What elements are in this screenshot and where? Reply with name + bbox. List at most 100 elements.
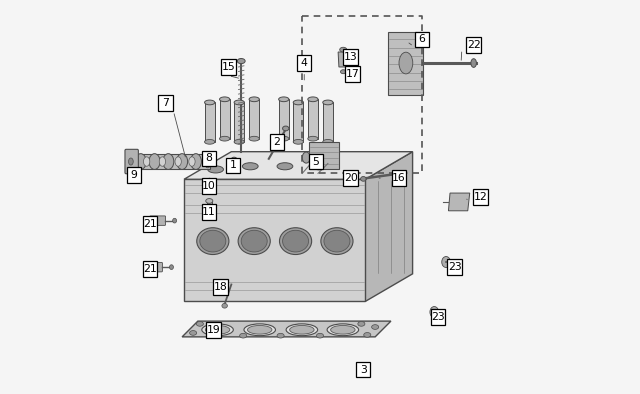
- Ellipse shape: [324, 230, 350, 252]
- Ellipse shape: [205, 325, 230, 334]
- Text: 11: 11: [202, 207, 216, 217]
- FancyBboxPatch shape: [202, 178, 216, 194]
- Polygon shape: [220, 99, 230, 139]
- Ellipse shape: [196, 228, 229, 255]
- Polygon shape: [388, 32, 423, 95]
- Ellipse shape: [308, 97, 318, 102]
- Ellipse shape: [293, 139, 303, 144]
- FancyBboxPatch shape: [344, 170, 358, 186]
- Ellipse shape: [316, 333, 324, 338]
- Ellipse shape: [234, 100, 244, 105]
- Text: 17: 17: [346, 69, 359, 79]
- Text: 9: 9: [131, 170, 138, 180]
- FancyBboxPatch shape: [344, 49, 358, 65]
- Ellipse shape: [360, 177, 366, 181]
- Ellipse shape: [278, 97, 289, 102]
- Text: 22: 22: [467, 40, 481, 50]
- Ellipse shape: [220, 136, 230, 141]
- Ellipse shape: [205, 213, 213, 217]
- Ellipse shape: [205, 100, 215, 105]
- Ellipse shape: [241, 230, 268, 252]
- Text: 8: 8: [205, 153, 212, 164]
- Ellipse shape: [340, 47, 347, 52]
- FancyBboxPatch shape: [467, 37, 481, 53]
- FancyBboxPatch shape: [269, 134, 284, 150]
- FancyBboxPatch shape: [213, 279, 228, 295]
- Ellipse shape: [277, 333, 284, 338]
- FancyBboxPatch shape: [127, 167, 141, 183]
- FancyBboxPatch shape: [202, 204, 216, 220]
- FancyBboxPatch shape: [150, 216, 166, 225]
- Ellipse shape: [175, 157, 181, 166]
- Ellipse shape: [312, 163, 328, 170]
- Ellipse shape: [189, 331, 196, 335]
- Ellipse shape: [190, 154, 202, 169]
- Ellipse shape: [283, 230, 308, 252]
- Ellipse shape: [243, 163, 258, 170]
- Polygon shape: [205, 102, 215, 142]
- FancyBboxPatch shape: [447, 259, 462, 275]
- Polygon shape: [449, 193, 470, 211]
- Ellipse shape: [239, 333, 246, 338]
- Ellipse shape: [308, 136, 318, 141]
- Ellipse shape: [364, 333, 371, 337]
- Ellipse shape: [399, 52, 413, 74]
- Ellipse shape: [163, 154, 174, 169]
- Ellipse shape: [205, 178, 212, 184]
- FancyBboxPatch shape: [143, 261, 157, 277]
- FancyBboxPatch shape: [297, 55, 311, 71]
- Text: 19: 19: [207, 325, 221, 335]
- Ellipse shape: [280, 228, 312, 255]
- Ellipse shape: [293, 100, 303, 105]
- Polygon shape: [338, 52, 348, 67]
- Polygon shape: [182, 321, 391, 337]
- Ellipse shape: [159, 157, 166, 166]
- Ellipse shape: [238, 228, 270, 255]
- Polygon shape: [132, 154, 210, 169]
- Ellipse shape: [135, 154, 147, 169]
- Ellipse shape: [220, 97, 230, 102]
- Ellipse shape: [143, 157, 150, 166]
- Ellipse shape: [189, 157, 195, 166]
- Ellipse shape: [234, 139, 244, 144]
- Ellipse shape: [321, 228, 353, 255]
- Text: 2: 2: [273, 137, 280, 147]
- Ellipse shape: [173, 218, 177, 223]
- FancyBboxPatch shape: [226, 158, 241, 173]
- Text: 10: 10: [202, 181, 216, 191]
- Ellipse shape: [222, 303, 227, 308]
- Ellipse shape: [177, 154, 188, 169]
- Text: 6: 6: [418, 34, 425, 45]
- Polygon shape: [365, 152, 413, 301]
- Ellipse shape: [129, 158, 133, 165]
- Text: 15: 15: [221, 62, 236, 72]
- Ellipse shape: [290, 325, 314, 334]
- FancyBboxPatch shape: [147, 262, 163, 272]
- FancyBboxPatch shape: [125, 149, 138, 174]
- Ellipse shape: [196, 322, 204, 326]
- FancyBboxPatch shape: [309, 154, 323, 169]
- Polygon shape: [293, 102, 303, 142]
- Polygon shape: [323, 102, 333, 142]
- FancyBboxPatch shape: [206, 322, 221, 338]
- Ellipse shape: [283, 126, 289, 131]
- Polygon shape: [207, 201, 212, 215]
- Ellipse shape: [430, 307, 438, 318]
- Polygon shape: [308, 99, 318, 139]
- FancyBboxPatch shape: [356, 362, 371, 377]
- Polygon shape: [184, 152, 413, 179]
- Ellipse shape: [205, 199, 213, 203]
- Polygon shape: [278, 99, 289, 139]
- Ellipse shape: [149, 154, 160, 169]
- Ellipse shape: [327, 324, 358, 336]
- FancyBboxPatch shape: [415, 32, 429, 47]
- Polygon shape: [234, 102, 244, 142]
- FancyBboxPatch shape: [143, 216, 157, 232]
- Ellipse shape: [249, 136, 259, 141]
- Ellipse shape: [248, 325, 272, 334]
- Ellipse shape: [323, 139, 333, 144]
- Polygon shape: [309, 142, 339, 169]
- Text: 4: 4: [301, 58, 308, 68]
- Ellipse shape: [277, 163, 293, 170]
- Ellipse shape: [302, 152, 310, 163]
